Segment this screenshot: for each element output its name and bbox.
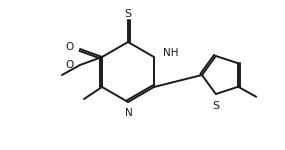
Text: S: S	[125, 9, 132, 19]
Text: N: N	[125, 108, 133, 118]
Text: NH: NH	[163, 48, 178, 58]
Text: S: S	[212, 101, 219, 111]
Text: O: O	[66, 60, 74, 70]
Text: O: O	[66, 42, 74, 52]
